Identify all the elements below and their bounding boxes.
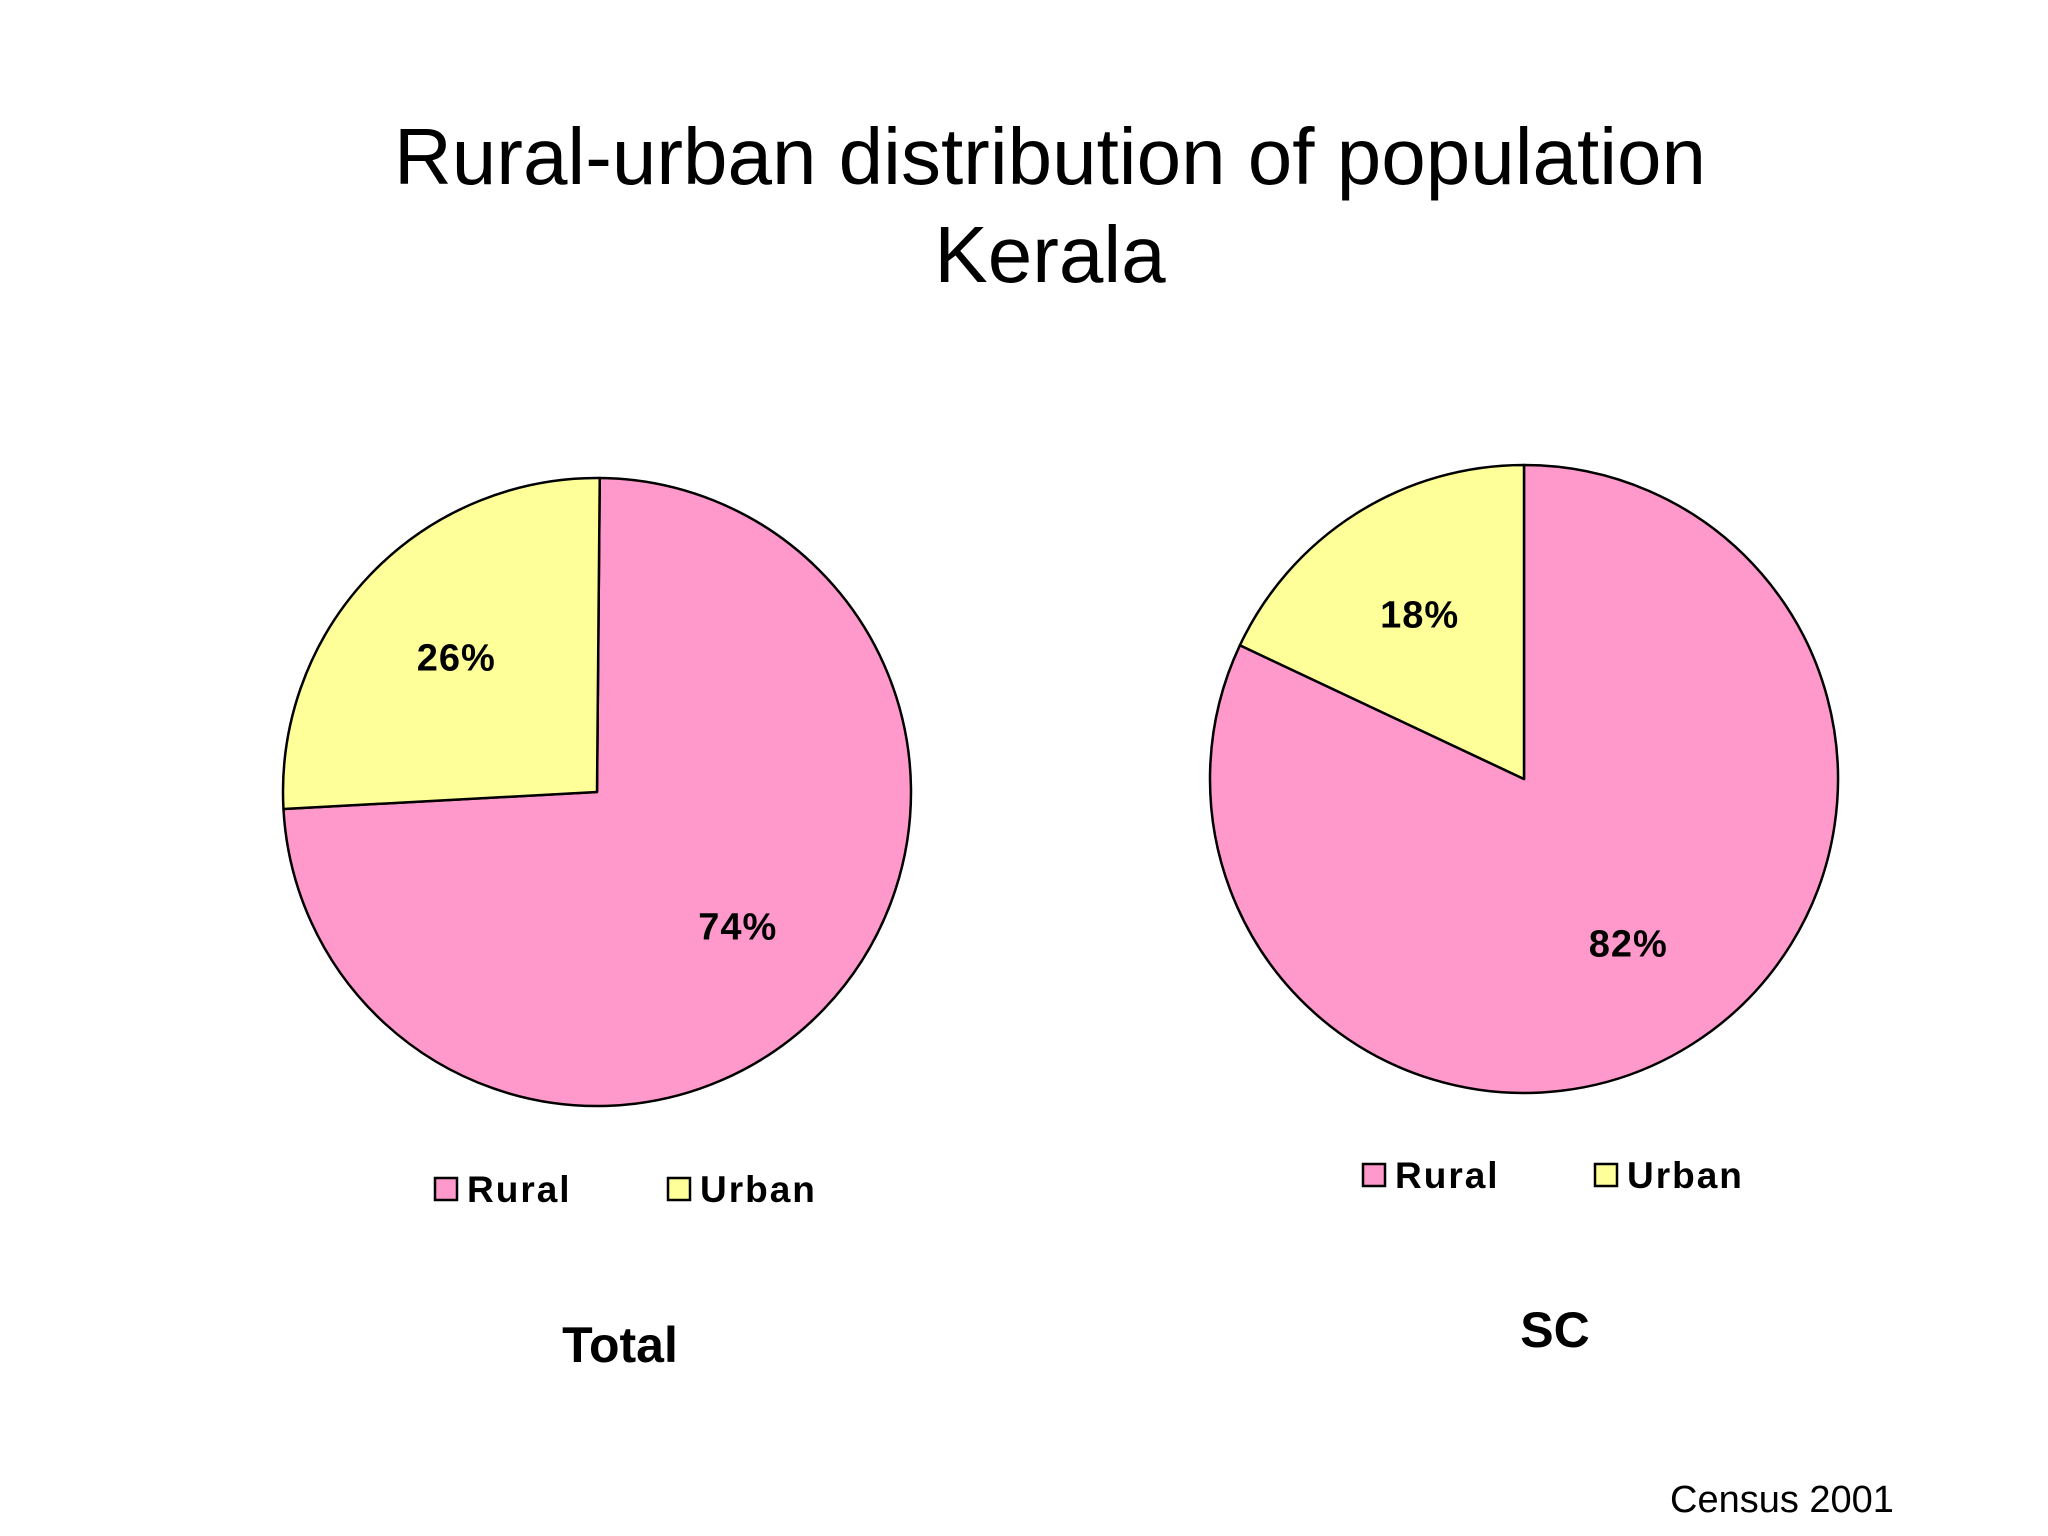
source-note: Census 2001 [1670,1479,1894,1521]
legend-swatch-urban [1593,1162,1619,1188]
pie-slice-urban [281,476,601,811]
pie-slice-urban [1238,463,1526,781]
title-line-1: Rural-urban distribution of population [394,112,1706,201]
pie-chart-total: 74% 26% Rural Urban Total [281,476,913,1373]
slide-title: Rural-urban distribution of population K… [0,108,2048,304]
legend-swatch-rural [433,1176,459,1202]
data-label-rural: 82% [1589,923,1668,965]
data-label-urban: 26% [417,637,496,679]
chart-caption: Total [562,1317,678,1373]
pie-chart-sc: 82% 18% Rural Urban SC [1208,463,1840,1358]
legend-label-urban: Urban [700,1169,817,1210]
data-label-rural: 74% [698,907,777,949]
legend-label-urban: Urban [1627,1155,1744,1196]
legend-label-rural: Rural [1395,1155,1500,1196]
legend-label-rural: Rural [467,1169,572,1210]
legend-swatch-rural [1361,1162,1387,1188]
chart-caption: SC [1520,1302,1589,1358]
title-line-2: Kerala [934,210,1166,299]
legend-swatch-urban [666,1176,692,1202]
data-label-urban: 18% [1380,595,1459,637]
